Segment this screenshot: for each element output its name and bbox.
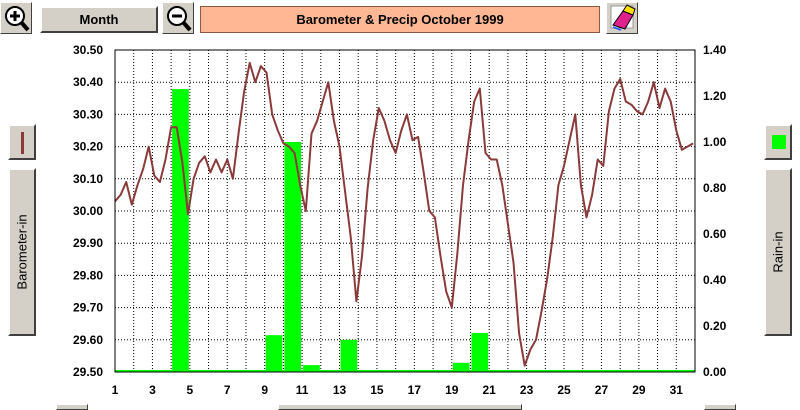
period-label: Month: [79, 12, 119, 27]
zoom-in-magnifier-icon: [5, 6, 30, 32]
rain-bar: [284, 142, 302, 372]
left-tick-label: 29.70: [73, 301, 103, 315]
right-tick-label: 0.20: [703, 319, 727, 333]
x-tick-label: 7: [224, 383, 231, 397]
right-tick-label: 1.40: [703, 43, 727, 57]
left-tick-label: 29.50: [73, 365, 103, 379]
left-tick-label: 29.80: [73, 268, 103, 282]
x-tick-label: 21: [483, 383, 497, 397]
period-selector-button[interactable]: Month: [40, 6, 158, 33]
x-tick-label: 5: [186, 383, 193, 397]
plot-frame: [114, 49, 696, 373]
x-tick-label: 9: [261, 383, 268, 397]
eraser-icon: [610, 4, 636, 31]
right-tick-label: 0.60: [703, 227, 727, 241]
left-tick-label: 30.20: [73, 140, 103, 154]
zoom-in-button[interactable]: [0, 2, 32, 34]
x-tick-label: 19: [445, 383, 459, 397]
rain-bar-swatch: [772, 135, 786, 149]
x-tick-label: 25: [557, 383, 571, 397]
left-tick-label: 29.60: [73, 333, 103, 347]
x-tick-label: 15: [370, 383, 384, 397]
x-tick-label: 29: [632, 383, 646, 397]
barometer-axis-button[interactable]: Barometer-in: [8, 168, 36, 336]
right-tick-label: 0.00: [703, 365, 727, 379]
x-tick-label: 31: [670, 383, 684, 397]
rain-bar: [303, 365, 320, 372]
x-tick-label: 3: [149, 383, 156, 397]
rain-bar: [265, 335, 283, 372]
x-tick-label: 11: [296, 383, 309, 397]
chart-title: Barometer & Precip October 1999: [200, 6, 600, 33]
rain-bar: [172, 89, 189, 372]
barometer-line: [114, 61, 694, 367]
x-tick-label: 1: [112, 383, 119, 397]
rain-bar: [452, 362, 470, 372]
barometer-line-swatch: [21, 132, 24, 154]
clear-button[interactable]: [606, 2, 638, 34]
right-tick-label: 1.20: [703, 89, 727, 103]
rain-bar: [340, 339, 358, 372]
barometer-series-color-button[interactable]: [8, 124, 36, 160]
x-tick-label: 27: [595, 383, 609, 397]
zoom-out-magnifier-icon: [167, 6, 192, 32]
left-tick-label: 30.40: [73, 75, 103, 89]
x-tick-label: 23: [520, 383, 534, 397]
rain-axis-button[interactable]: Rain-in: [764, 168, 792, 336]
left-tick-label: 30.50: [73, 43, 103, 57]
right-tick-label: 0.80: [703, 181, 727, 195]
right-tick-label: 0.40: [703, 273, 727, 287]
rain-series-color-button[interactable]: [764, 124, 792, 160]
left-tick-label: 30.00: [73, 204, 103, 218]
left-tick-label: 30.10: [73, 172, 103, 186]
chart-title-text: Barometer & Precip October 1999: [296, 12, 504, 27]
left-tick-label: 30.30: [73, 107, 103, 121]
right-tick-label: 1.00: [703, 135, 727, 149]
left-tick-label: 29.90: [73, 236, 103, 250]
rain-bar: [471, 332, 489, 372]
x-tick-label: 17: [408, 383, 422, 397]
zoom-out-button[interactable]: [162, 2, 194, 34]
x-tick-label: 13: [333, 383, 347, 397]
